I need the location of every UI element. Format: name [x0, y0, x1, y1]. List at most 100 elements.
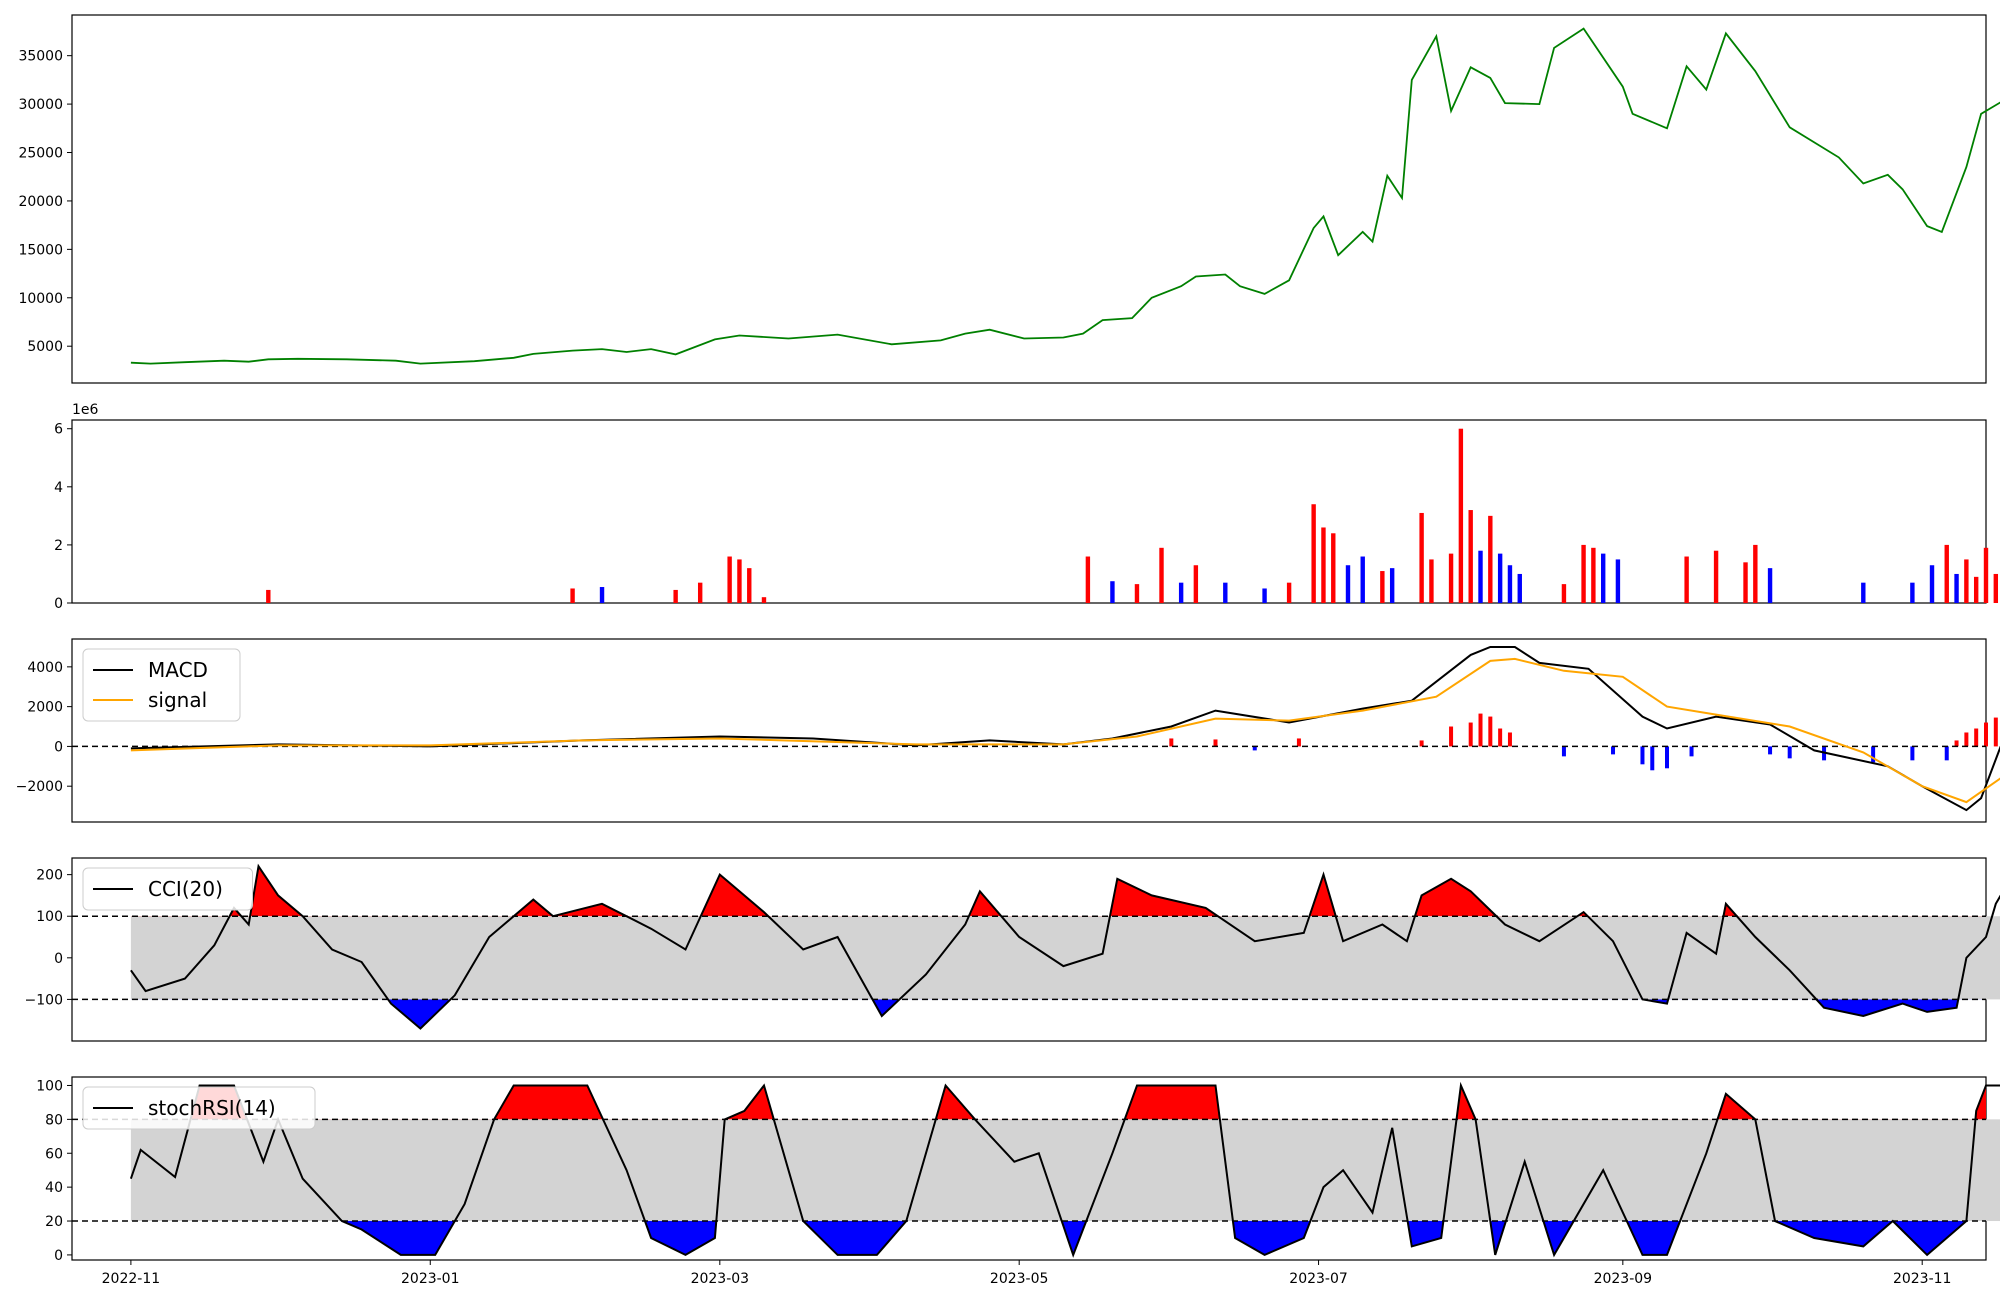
volume-bar: [727, 556, 732, 603]
volume-bar: [1468, 510, 1473, 603]
macd-histogram-bar: [1169, 738, 1174, 747]
volume-bar: [1380, 571, 1385, 603]
macd-histogram-bar: [1296, 738, 1301, 747]
volume-bar: [1973, 576, 1979, 603]
volume-bar: [1159, 547, 1164, 603]
volume-bar: [1497, 553, 1503, 603]
macd-histogram-bar: [1468, 722, 1473, 747]
stochrsi-overbought-fill: [130, 1085, 1986, 1120]
volume-bar: [1360, 556, 1365, 603]
price-line: [130, 27, 2000, 365]
macd-histogram-bar: [1449, 726, 1454, 747]
volume-bar: [1743, 562, 1748, 603]
volume-bar: [1767, 568, 1773, 603]
volume-bar: [673, 589, 678, 603]
macd-histogram-bar: [1488, 716, 1493, 747]
legend-label: CCI(20): [148, 877, 223, 901]
volume-bar: [747, 568, 752, 603]
volume-bar: [1321, 527, 1326, 603]
legend: CCI(20): [82, 867, 253, 911]
macd-histogram-bar: [1213, 739, 1218, 747]
y-tick-label: 15000: [18, 242, 63, 258]
stochrsi-neutral-band: [130, 1119, 2000, 1222]
y-tick-label: 10000: [18, 291, 63, 307]
macd-histogram-bar: [1768, 746, 1773, 755]
volume-bar: [1964, 559, 1969, 603]
volume-bar: [1085, 556, 1091, 603]
volume-bar: [1286, 582, 1292, 603]
legend-box: [82, 867, 253, 911]
stochrsi-line: [129, 1081, 2000, 1258]
legend-label: stochRSI(14): [148, 1096, 276, 1120]
legend-label: MACD: [148, 658, 208, 682]
volume-bar: [1601, 553, 1606, 603]
macd-histogram-bar: [1689, 746, 1694, 757]
macd-histogram-bar: [1640, 746, 1645, 765]
volume-bar: [1419, 512, 1424, 603]
cci-neutral-band: [130, 916, 2000, 1000]
volume-bar: [1223, 582, 1228, 603]
volume-bar: [1262, 588, 1267, 603]
y-tick-label: 6: [54, 422, 63, 438]
volume-bar: [1861, 582, 1866, 603]
macd-histogram-bar: [1910, 746, 1915, 761]
y-tick-label: 0: [54, 739, 63, 755]
volume-bar: [1448, 553, 1454, 603]
volume-bar: [1193, 565, 1199, 603]
macd-histogram-bar: [1665, 746, 1669, 769]
y-tick-label: 0: [54, 951, 63, 967]
x-tick-label: 2023-01: [401, 1271, 460, 1287]
volume-bar: [1110, 581, 1115, 603]
volume-bar: [1488, 515, 1493, 603]
volume-bar: [1517, 573, 1522, 603]
y-tick-label: 2000: [27, 700, 63, 716]
volume-y-ticks: 0 2 4 6: [54, 422, 72, 612]
y-tick-label: 2: [54, 538, 63, 554]
volume-bar: [570, 588, 575, 603]
volume-panel-frame: [71, 419, 1987, 604]
macd-y-ticks: −2000 0 2000 4000: [16, 660, 72, 795]
macd-histogram-bar: [1964, 732, 1969, 747]
macd-histogram-bar: [1478, 713, 1483, 747]
x-tick-label: 2023-11: [1893, 1271, 1952, 1287]
macd-series-signal-line: [130, 657, 2000, 804]
volume-bar: [1954, 573, 1959, 603]
y-tick-label: 25000: [18, 146, 63, 162]
legend-box: [82, 648, 241, 722]
y-tick-label: 0: [54, 1248, 63, 1264]
volume-bar: [1581, 544, 1586, 603]
volume-bar: [1178, 582, 1184, 603]
macd-histogram: [1169, 713, 1998, 771]
x-tick-label: 2023-05: [990, 1271, 1049, 1287]
y-tick-label: −2000: [16, 779, 63, 795]
macd-histogram-bar: [1787, 746, 1792, 759]
y-tick-label: 80: [45, 1112, 63, 1128]
y-tick-label: 100: [36, 1078, 63, 1094]
cci-line: [130, 863, 2000, 1030]
macd-histogram-bar: [1993, 717, 1998, 747]
y-tick-label: 5000: [27, 339, 63, 355]
volume-bar: [1684, 556, 1689, 603]
y-tick-label: 200: [36, 868, 63, 884]
volume-bar: [599, 587, 605, 603]
volume-bar: [1311, 504, 1316, 603]
x-tick-label: 2023-03: [691, 1271, 750, 1287]
volume-bar: [1983, 547, 1989, 603]
y-tick-label: −100: [25, 992, 63, 1008]
x-tick-label: 2022-11: [102, 1271, 161, 1287]
volume-bar: [1929, 565, 1935, 603]
y-tick-label: 4000: [27, 660, 63, 676]
volume-bar: [1389, 568, 1395, 603]
volume-bar: [1591, 547, 1596, 603]
macd-histogram-bar: [1974, 728, 1979, 747]
macd-histogram-bar: [1419, 740, 1424, 747]
volume-bar: [1507, 565, 1513, 603]
macd-histogram-bar: [1611, 746, 1616, 755]
y-tick-label: 4: [54, 480, 63, 496]
cci-y-ticks: −100 0 100 200: [25, 868, 72, 1008]
macd-series-macd-line: [130, 646, 2000, 812]
macd-histogram-bar: [1252, 746, 1257, 751]
y-tick-label: 20: [45, 1214, 63, 1230]
legend-label: signal: [148, 688, 207, 712]
macd-histogram-bar: [1944, 746, 1949, 761]
